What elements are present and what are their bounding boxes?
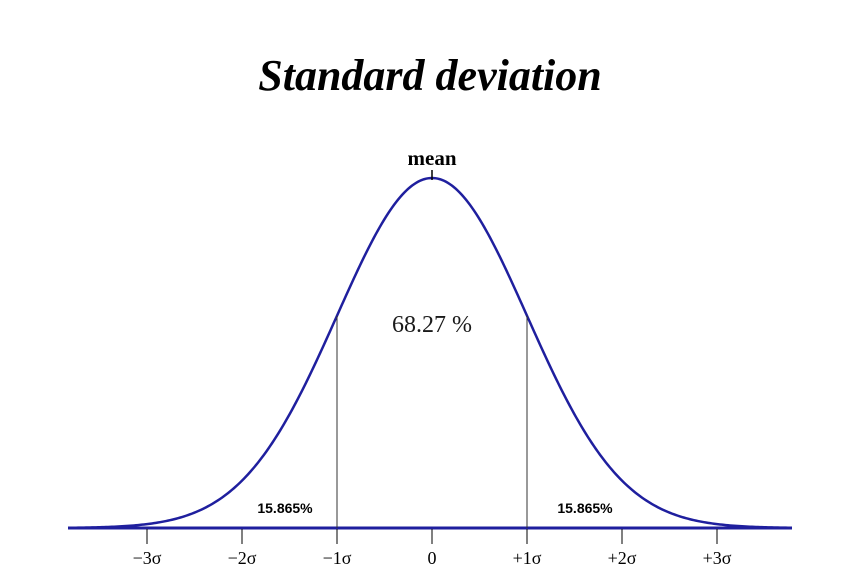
x-tick-label-zero: 0 <box>428 548 437 568</box>
x-tick-label-minus-2: −2σ <box>228 548 257 568</box>
mean-label: mean <box>408 146 457 170</box>
diagram-title: Standard deviation <box>258 51 602 100</box>
x-tick-label-minus-3: −3σ <box>133 548 162 568</box>
bell-curve <box>67 176 793 530</box>
x-tick-label-plus-3: +3σ <box>703 548 732 568</box>
center-area-label: 68.27 % <box>392 312 472 338</box>
x-tick-label-plus-2: +2σ <box>608 548 637 568</box>
x-tick-label-minus-1: −1σ <box>323 548 352 568</box>
left-tail-label: 15.865% <box>257 500 313 516</box>
x-tick-label-plus-1: +1σ <box>513 548 542 568</box>
x-axis-ticks: −3σ −2σ −1σ 0 +1σ +2σ +3σ <box>133 529 732 568</box>
right-tail-label: 15.865% <box>557 500 613 516</box>
